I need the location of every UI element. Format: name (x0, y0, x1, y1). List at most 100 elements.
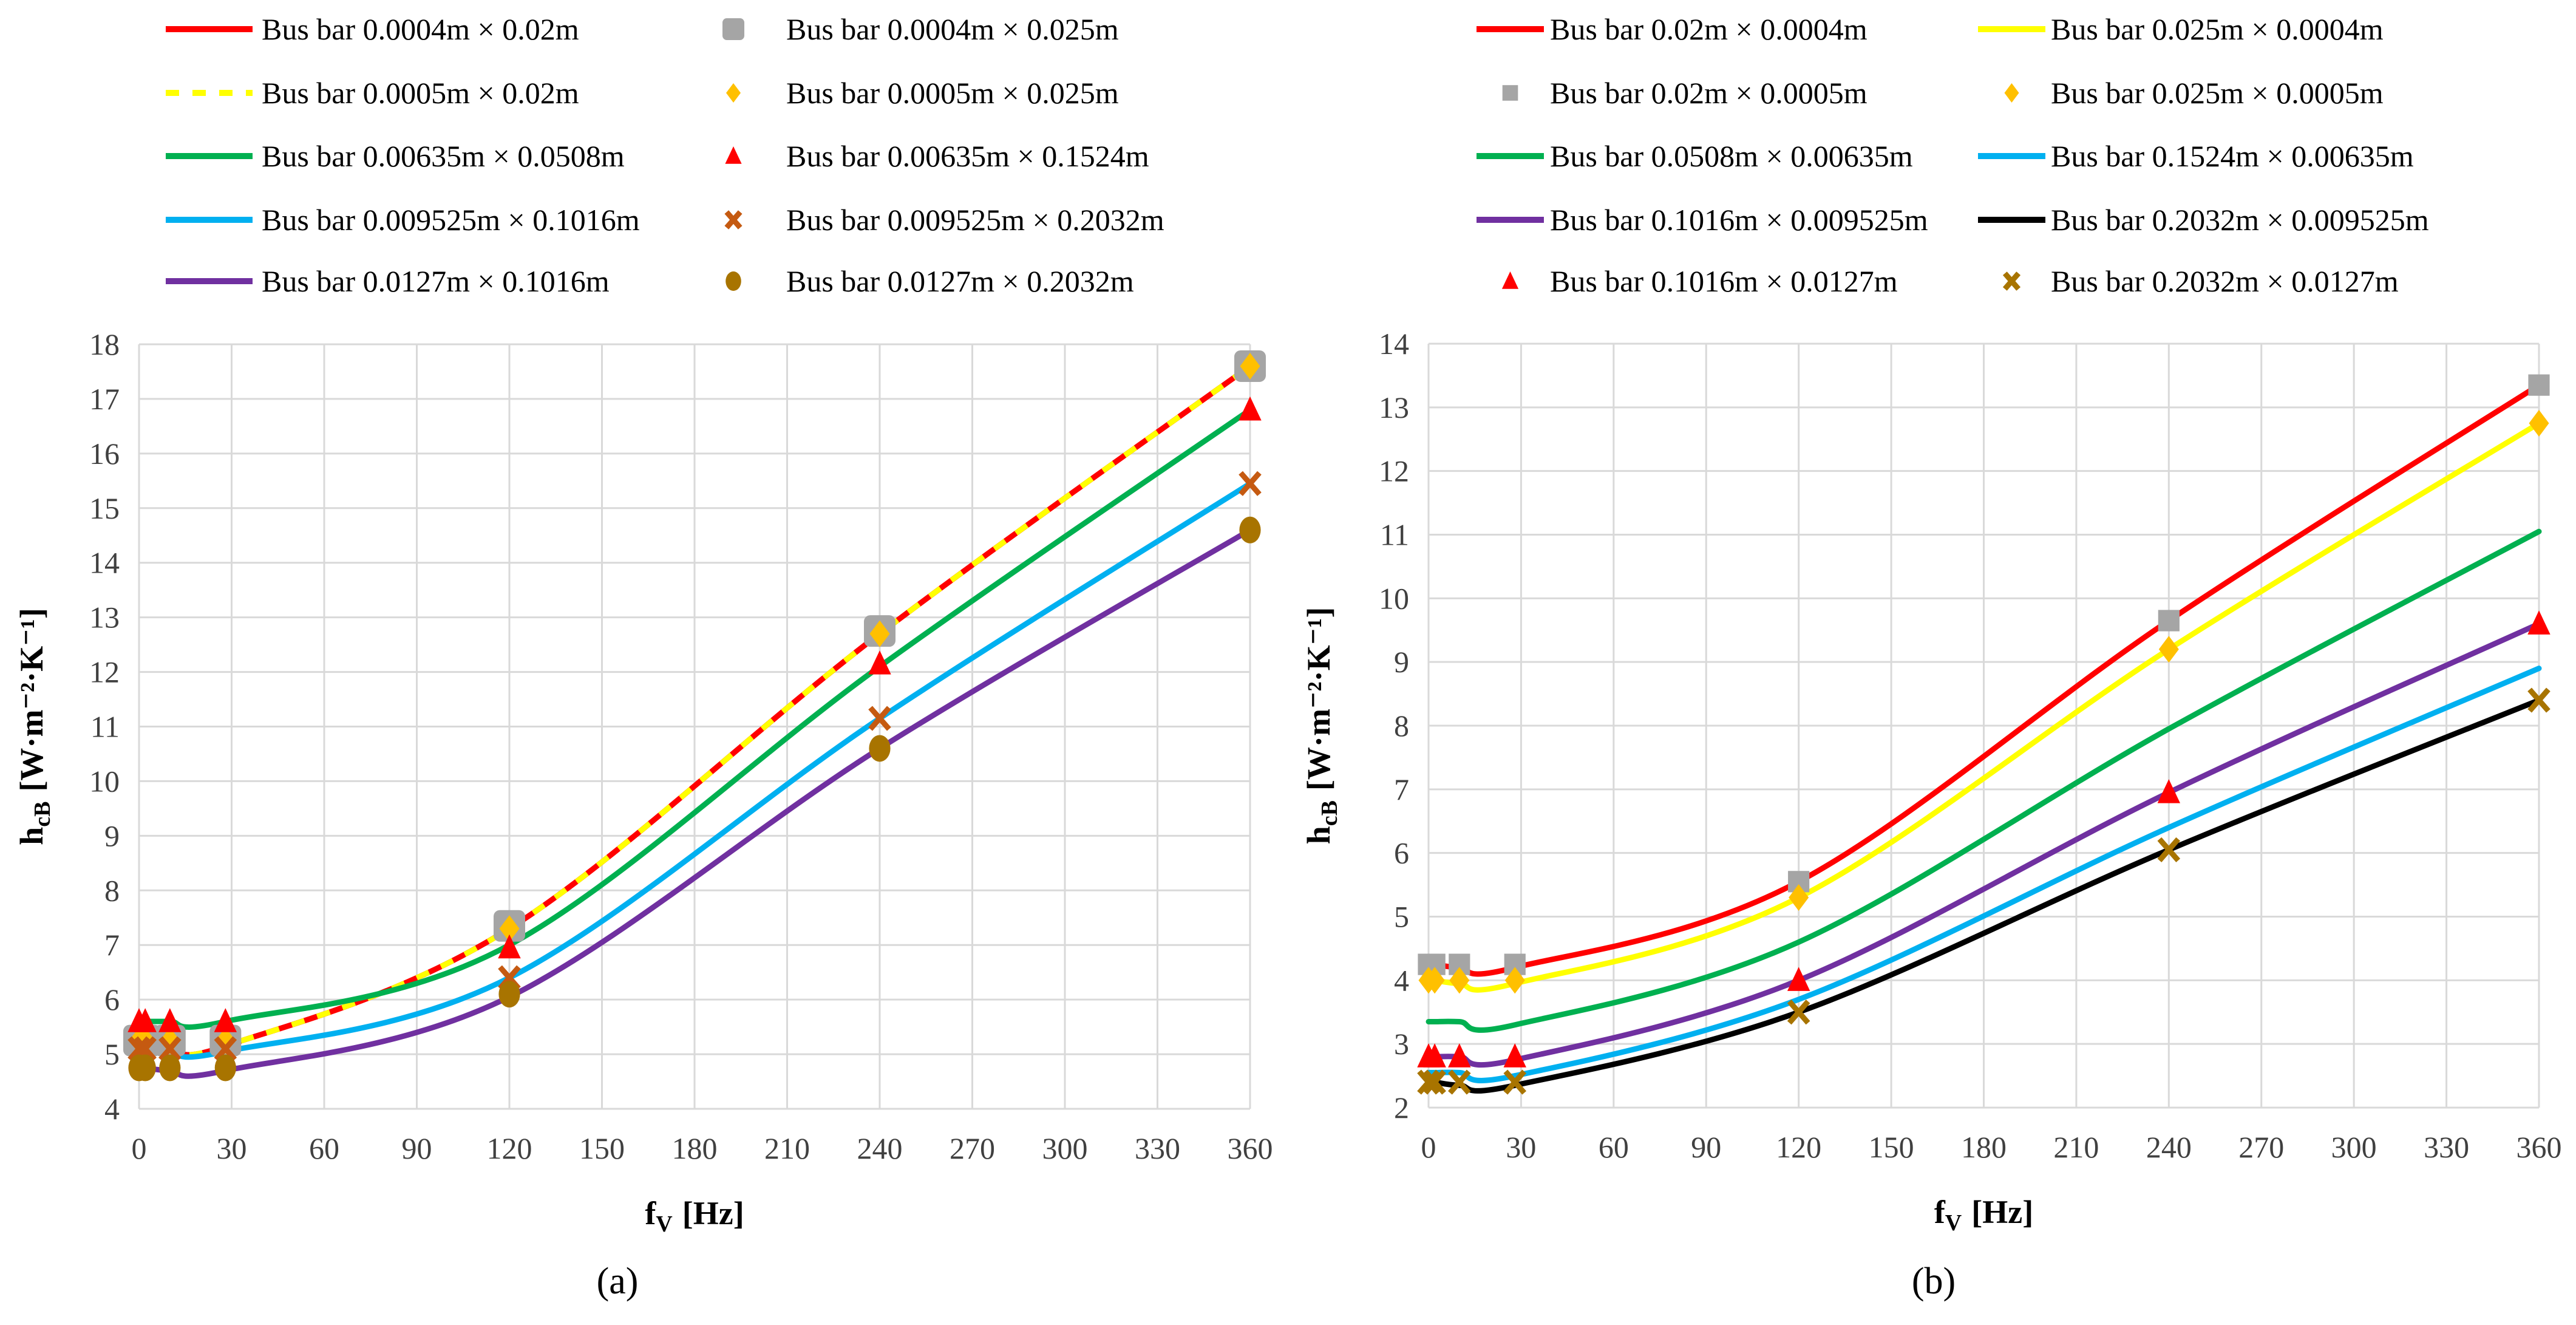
data-point-marker (1423, 1043, 1446, 1068)
y-tick-label: 13 (89, 601, 120, 635)
data-point-marker (158, 1036, 182, 1061)
y-tick-label: 9 (104, 819, 120, 853)
legend-item: Bus bar 0.2032m × 0.0127m (2002, 264, 2399, 298)
x-tick-label: 30 (217, 1131, 247, 1165)
x-tick-label: 180 (1961, 1130, 2007, 1164)
legend-label: Bus bar 0.02m × 0.0004m (1550, 12, 1867, 46)
data-point-marker (214, 1036, 237, 1061)
y-tick-label: 6 (1394, 836, 1409, 870)
y-tick-label: 8 (104, 873, 120, 907)
legend-item: Bus bar 0.009525m × 0.2032m (724, 203, 1164, 237)
series-4 (1418, 410, 2549, 994)
legend-item: Bus bar 0.025m × 0.0004m (1978, 12, 2384, 46)
data-point-marker (1787, 1000, 1810, 1025)
y-tick-label: 11 (1380, 518, 1409, 552)
data-point-marker (1239, 396, 1262, 421)
series-line (1426, 528, 2542, 1033)
x-tick-label: 60 (1599, 1130, 1629, 1164)
legend-label: Bus bar 0.00635m × 0.1524m (786, 139, 1149, 173)
legend-marker-swatch (2002, 271, 2021, 291)
y-tick-label: 16 (89, 437, 120, 471)
y-tick-label: 18 (89, 327, 120, 361)
y-tick-label: 4 (104, 1092, 120, 1126)
legend-marker-swatch (1501, 271, 1519, 289)
legend-item: Bus bar 0.0127m × 0.2032m (726, 264, 1134, 298)
data-point-marker (2529, 410, 2549, 437)
panel-caption: (b) (1912, 1261, 1956, 1302)
legend-item: Bus bar 0.00635m × 0.1524m (725, 139, 1149, 173)
legend-item: Bus bar 0.0508m × 0.00635m (1477, 139, 1913, 173)
legend-label: Bus bar 0.00635m × 0.0508m (262, 139, 625, 173)
x-tick-label: 270 (2238, 1130, 2284, 1164)
y-tick-label: 7 (1394, 772, 1409, 806)
y-tick-label: 14 (89, 546, 120, 580)
y-tick-label: 12 (89, 655, 120, 689)
legend-item: Bus bar 0.0005m × 0.02m (166, 76, 579, 110)
x-tick-label: 90 (1691, 1130, 1721, 1164)
y-axis-unit: [W·m⁻²·K⁻¹] (13, 608, 50, 791)
data-point-marker (2157, 779, 2181, 803)
data-point-marker (1449, 967, 1470, 994)
x-tick-label: 300 (2331, 1130, 2377, 1164)
y-tick-label: 10 (1379, 581, 1409, 615)
data-point-marker (2157, 837, 2181, 862)
x-tick-label: 30 (1506, 1130, 1536, 1164)
legend-label: Bus bar 0.0005m × 0.025m (786, 76, 1119, 110)
y-tick-label: 9 (1394, 645, 1409, 679)
data-point-marker (2528, 374, 2550, 396)
data-point-marker (160, 1027, 180, 1054)
legend-label: Bus bar 0.0005m × 0.02m (262, 76, 579, 110)
data-point-marker (868, 706, 891, 731)
x-tick-label: 240 (857, 1131, 903, 1165)
y-axis-title: hcB [W·m⁻²·K⁻¹] (13, 608, 55, 845)
legend-label: Bus bar 0.1016m × 0.009525m (1550, 203, 1928, 237)
legend-item: Bus bar 0.025m × 0.0005m (2004, 76, 2384, 110)
legend-label: Bus bar 0.009525m × 0.1016m (262, 203, 640, 237)
data-point-marker (1239, 471, 1262, 496)
x-tick-label: 300 (1042, 1131, 1088, 1165)
data-point-marker (159, 1054, 181, 1081)
x-axis-subscript: V (656, 1211, 673, 1237)
legend-label: Bus bar 0.02m × 0.0005m (1550, 76, 1867, 110)
legend-item: Bus bar 0.1524m × 0.00635m (1978, 139, 2414, 173)
legend-item: Bus bar 0.0005m × 0.025m (726, 76, 1119, 110)
data-point-marker (869, 735, 891, 762)
legend-label: Bus bar 0.2032m × 0.009525m (2051, 203, 2429, 237)
x-axis-title: fV [Hz] (645, 1195, 744, 1237)
legend-label: Bus bar 0.0127m × 0.1016m (262, 264, 610, 298)
legend-label: Bus bar 0.0508m × 0.00635m (1550, 139, 1913, 173)
y-axis-symbol: h (13, 827, 50, 845)
data-point-marker (1789, 884, 1809, 911)
y-tick-label: 14 (1379, 327, 1409, 361)
legend-item: Bus bar 0.2032m × 0.009525m (1978, 203, 2429, 237)
y-tick-label: 17 (89, 382, 120, 416)
legend-item: Bus bar 0.02m × 0.0005m (1502, 76, 1867, 110)
data-point-marker (214, 1008, 237, 1032)
series-5 (1426, 528, 2542, 1033)
x-tick-label: 270 (950, 1131, 995, 1165)
data-point-marker (134, 1008, 157, 1032)
y-tick-label: 12 (1379, 454, 1409, 488)
legend-label: Bus bar 0.0004m × 0.025m (786, 12, 1119, 46)
legend-item: Bus bar 0.00635m × 0.0508m (166, 139, 625, 173)
legend-marker-swatch (722, 18, 744, 40)
legend-item: Bus bar 0.1016m × 0.0127m (1501, 264, 1898, 298)
data-point-marker (2158, 610, 2180, 632)
x-tick-label: 360 (1228, 1131, 1273, 1165)
data-point-marker (134, 1054, 156, 1081)
data-point-marker (498, 934, 521, 959)
x-axis-unit: [Hz] (682, 1195, 744, 1231)
y-tick-label: 4 (1394, 963, 1409, 997)
y-tick-label: 5 (104, 1037, 120, 1071)
data-point-marker (1503, 1069, 1527, 1095)
data-point-marker (2527, 687, 2551, 713)
legend-label: Bus bar 0.0004m × 0.02m (262, 12, 579, 46)
data-point-marker (2158, 636, 2179, 663)
data-point-marker (868, 650, 891, 675)
y-tick-label: 5 (1394, 900, 1409, 934)
legend-marker-swatch (726, 83, 741, 103)
y-tick-label: 7 (104, 928, 120, 962)
legend-item: Bus bar 0.0127m × 0.1016m (166, 264, 610, 298)
series-6 (1426, 666, 2542, 1083)
